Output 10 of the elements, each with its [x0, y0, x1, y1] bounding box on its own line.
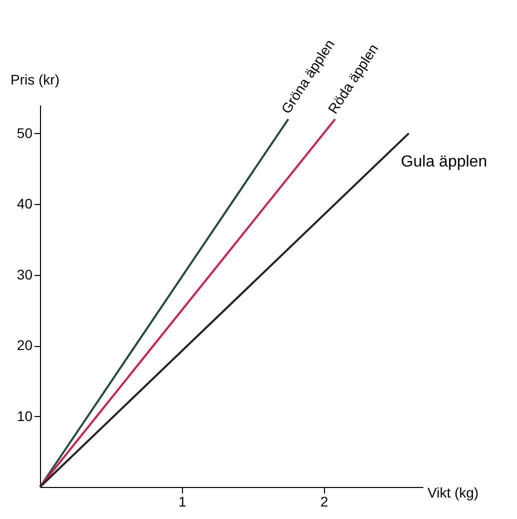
y-tick-label: 50 [16, 124, 33, 141]
x-tick-label: 2 [320, 494, 328, 510]
y-tick-label: 30 [16, 266, 33, 282]
y-axis-title: Pris (kr) [10, 72, 60, 88]
x-tick-label: 1 [178, 494, 186, 510]
series-label: Gula äpplen [400, 153, 488, 170]
y-tick-label: 10 [16, 408, 33, 424]
y-tick-label: 20 [16, 337, 33, 354]
x-axis-title: Vikt (kg) [428, 484, 479, 500]
y-tick-label: 40 [16, 196, 33, 212]
